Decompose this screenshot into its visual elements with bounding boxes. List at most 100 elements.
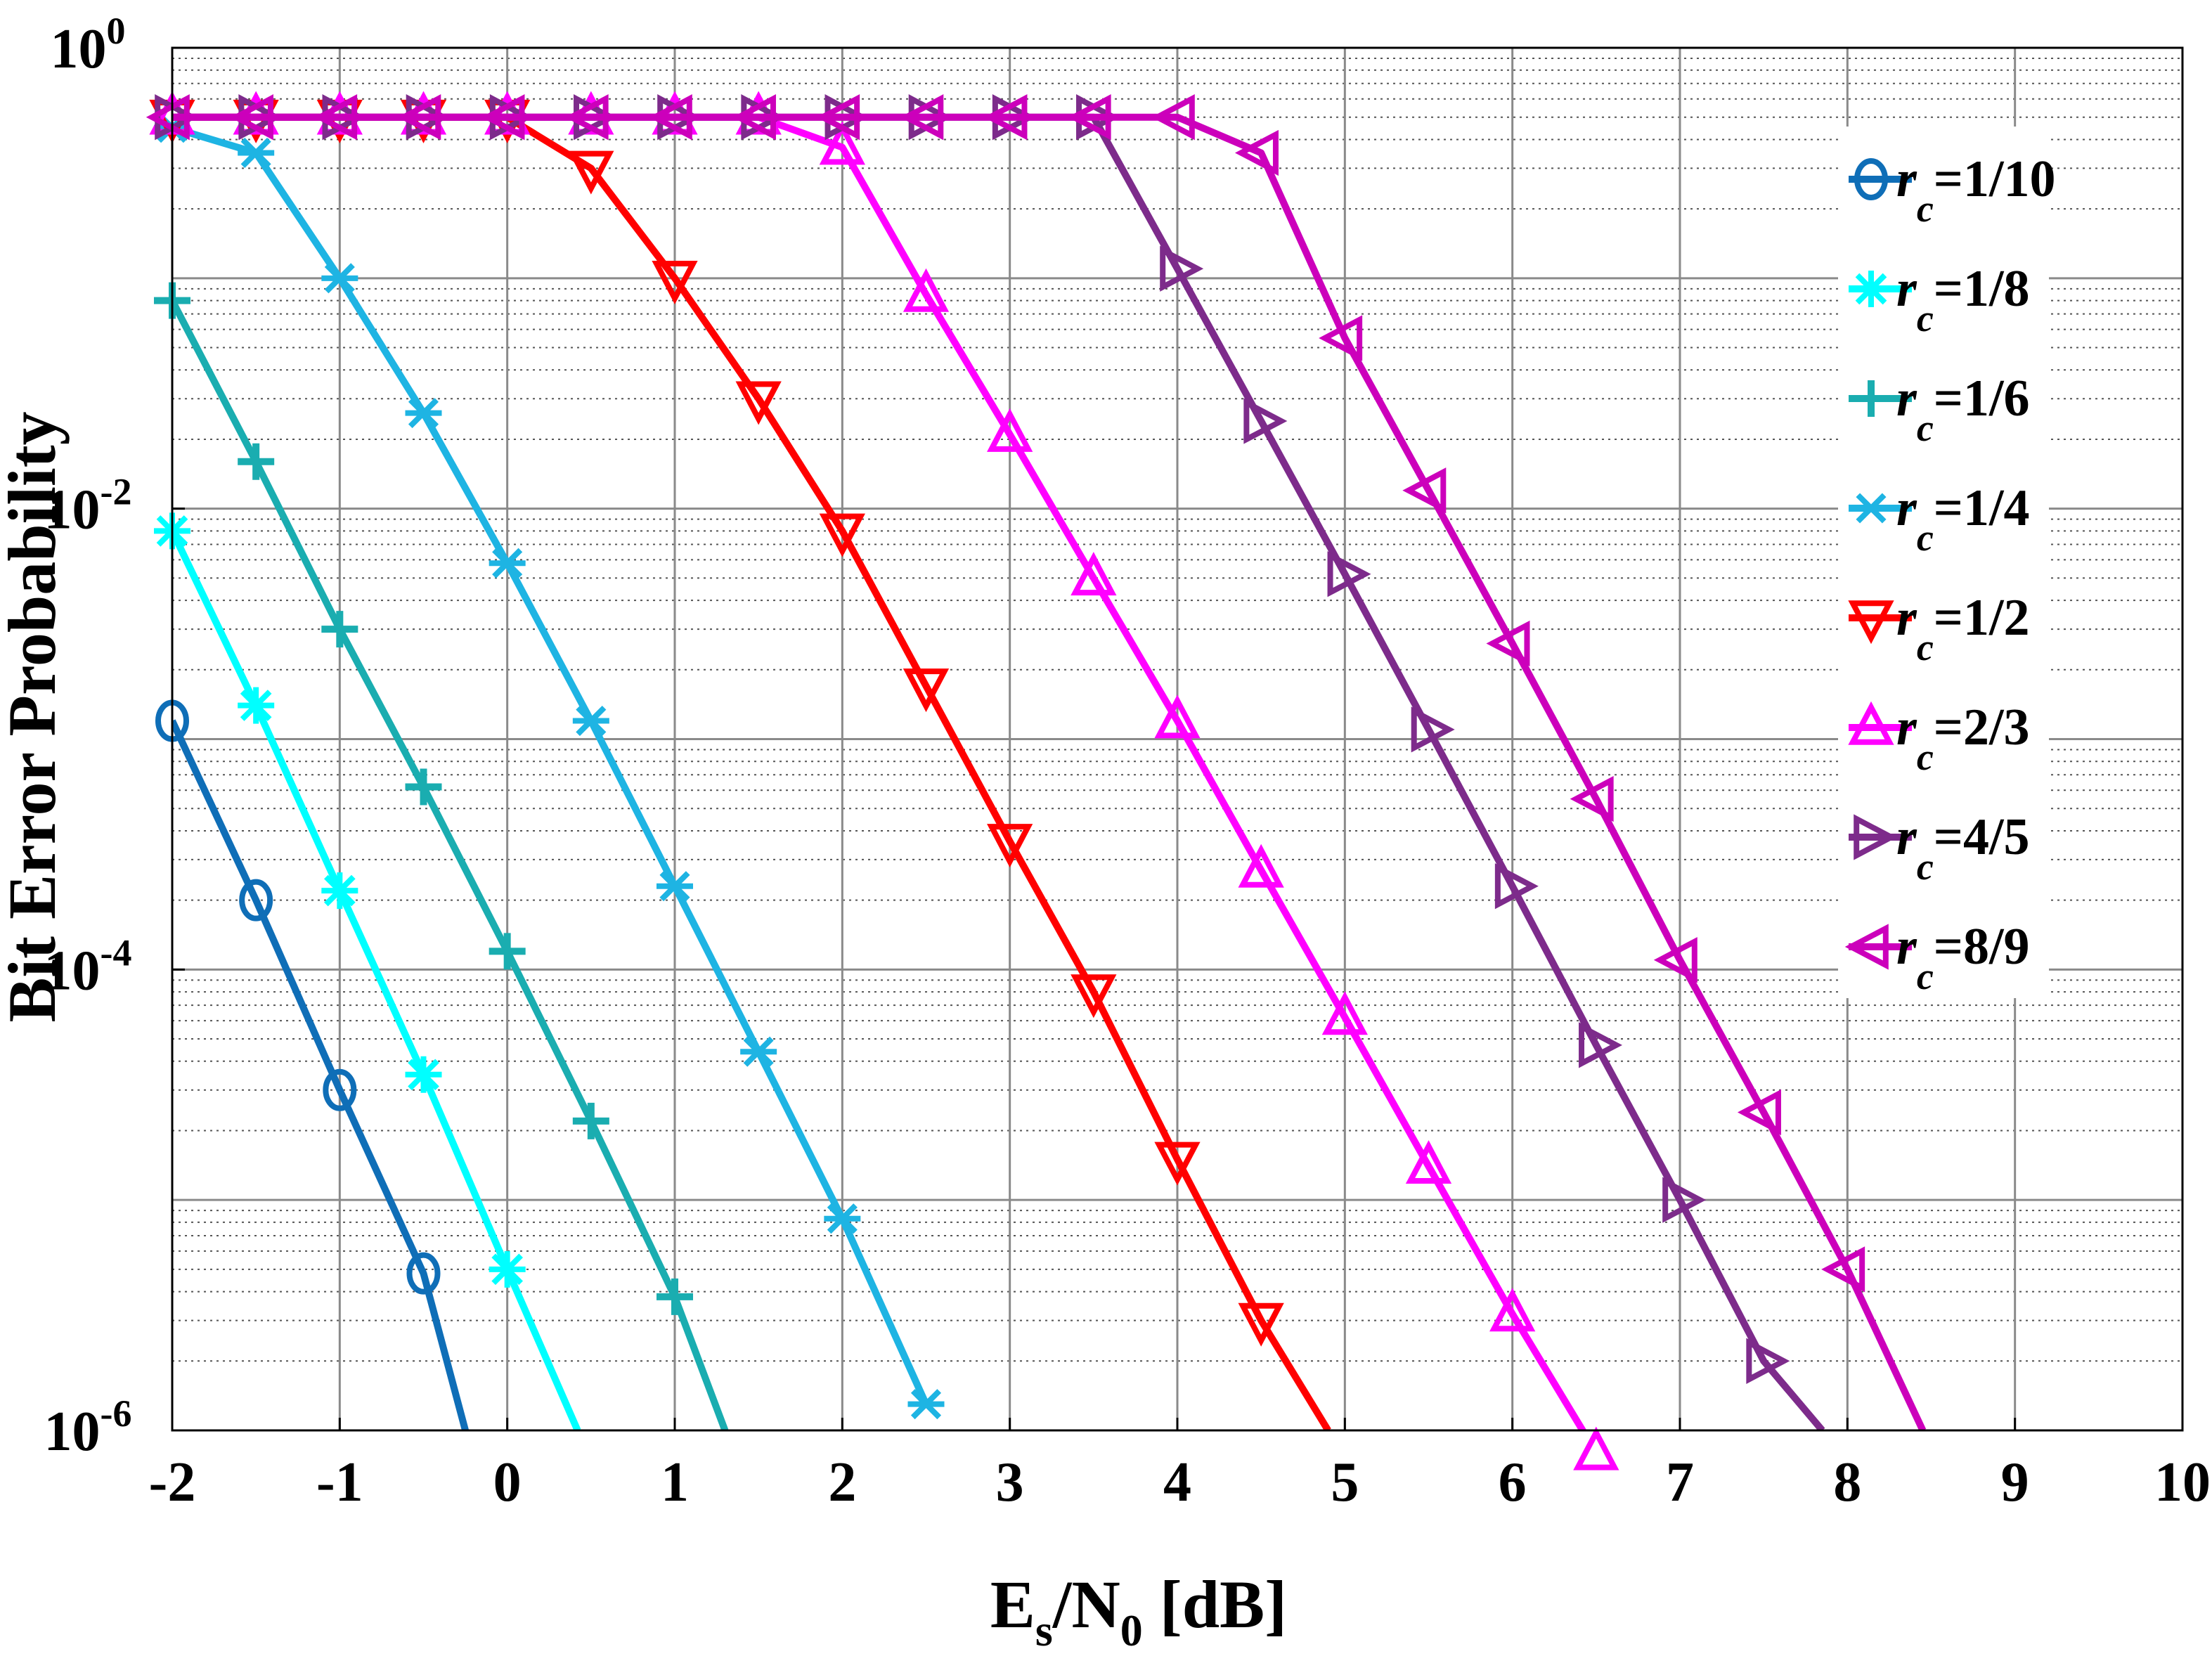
x-axis-label: Es/N0 [dB] [990, 1567, 1287, 1655]
x-tick-label: 0 [493, 1451, 522, 1513]
marker-triangle-up [1848, 701, 1894, 745]
marker-star [321, 872, 358, 910]
legend-value: =1/4 [1934, 479, 2030, 537]
y-tick-base: 10 [44, 479, 101, 541]
legend-label: rc=1/4 [1896, 479, 2030, 559]
legend-subscript: c [1917, 188, 1934, 230]
y-tick-exponent: -4 [101, 931, 132, 974]
marker-triangle-left [648, 94, 692, 141]
marker-triangle-left [900, 94, 944, 141]
legend-symbol: r [1896, 150, 1917, 208]
legend-label: rc=4/5 [1896, 808, 2030, 888]
marker-triangle-down [987, 824, 1033, 868]
legend-subscript: c [1917, 407, 1934, 449]
legend-subscript: c [1917, 297, 1934, 339]
legend-symbol: r [1896, 370, 1917, 427]
marker-plus [321, 611, 358, 648]
marker-triangle-up [1154, 694, 1201, 739]
legend-symbol: r [1896, 808, 1917, 866]
y-tick-base: 10 [44, 1401, 101, 1463]
marker-triangle-up [819, 121, 865, 165]
marker-triangle-up [1238, 843, 1284, 888]
x-tick-label: 5 [1331, 1451, 1359, 1513]
x-tick-label: -1 [316, 1451, 363, 1513]
legend-symbol: r [1896, 918, 1917, 976]
legend-symbol: r [1896, 260, 1917, 318]
marker-triangle-down [568, 150, 614, 195]
series-line [172, 124, 930, 1406]
x-tick-label: 4 [1163, 1451, 1191, 1513]
marker-circle [406, 1252, 441, 1295]
series-layer [145, 91, 1927, 1470]
marker-asterisk [740, 1036, 777, 1067]
legend-value: =4/5 [1934, 808, 2030, 866]
marker-triangle-left [1067, 94, 1111, 141]
series-line [172, 719, 469, 1430]
marker-triangle-left [481, 94, 525, 141]
legend-value: =1/8 [1934, 260, 2030, 318]
y-tick-base: 10 [44, 940, 101, 1002]
marker-plus [238, 443, 275, 480]
marker-triangle-down [652, 261, 698, 305]
legend-subscript: c [1917, 736, 1934, 778]
marker-plus [405, 768, 442, 806]
marker-asterisk [405, 398, 442, 429]
marker-triangle-left [1234, 129, 1279, 176]
marker-triangle-left [1151, 94, 1195, 141]
legend-label: rc=1/6 [1896, 370, 2030, 449]
marker-triangle-up [1321, 991, 1368, 1035]
marker-circle [239, 879, 273, 921]
marker-asterisk [1853, 493, 1889, 524]
marker-triangle-right [1854, 814, 1898, 860]
marker-asterisk [238, 137, 275, 169]
marker-asterisk [489, 548, 526, 578]
marker-triangle-left [1319, 315, 1363, 361]
legend-value: =1/10 [1934, 150, 2056, 208]
legend-value: =2/3 [1934, 699, 2030, 756]
y-tick-exponent: 0 [107, 10, 126, 52]
series-line [172, 529, 581, 1430]
marker-triangle-up [903, 268, 950, 312]
marker-triangle-down [1848, 600, 1894, 645]
x-tick-label: 2 [828, 1451, 856, 1513]
marker-triangle-left [816, 94, 860, 141]
marker-triangle-right [1160, 245, 1204, 292]
legend-label: rc=1/2 [1896, 589, 2030, 668]
legend-value: =1/6 [1934, 370, 2030, 427]
legend-value: =8/9 [1934, 918, 2030, 976]
marker-triangle-left [564, 94, 609, 141]
marker-triangle-down [819, 513, 865, 557]
marker-circle [1854, 158, 1888, 200]
legend-subscript: c [1917, 955, 1934, 997]
marker-triangle-left [1844, 924, 1889, 970]
marker-triangle-down [903, 668, 950, 713]
x-tick-label: 7 [1666, 1451, 1694, 1513]
marker-asterisk [321, 263, 358, 294]
marker-triangle-right [1662, 1177, 1707, 1223]
marker-asterisk [907, 1389, 945, 1420]
marker-plus [657, 1278, 693, 1315]
marker-triangle-up [1405, 1140, 1452, 1184]
marker-triangle-right [1579, 1022, 1623, 1068]
legend-subscript: c [1917, 846, 1934, 888]
x-tick-label: 6 [1499, 1451, 1527, 1513]
series-8 [145, 94, 1927, 1430]
marker-triangle-right [1411, 706, 1455, 753]
x-tick-label: 10 [2154, 1451, 2211, 1513]
legend-item-1: rc=1/10 [1849, 150, 2056, 230]
marker-triangle-left [229, 94, 273, 141]
marker-triangle-up [1489, 1288, 1536, 1332]
marker-triangle-up [1573, 1426, 1619, 1470]
marker-triangle-left [1402, 467, 1447, 514]
marker-triangle-down [1071, 974, 1117, 1018]
marker-triangle-left [145, 94, 190, 141]
marker-plus [572, 1102, 609, 1139]
marker-triangle-down [1154, 1142, 1201, 1186]
marker-triangle-down [735, 381, 782, 425]
y-axis-label: Bit Error Probability [0, 411, 70, 1022]
series-line [172, 299, 729, 1430]
marker-triangle-left [1653, 937, 1697, 983]
legend-item-2: rc=1/8 [1849, 260, 2030, 339]
y-tick-exponent: -2 [101, 471, 132, 513]
marker-star [238, 687, 275, 724]
